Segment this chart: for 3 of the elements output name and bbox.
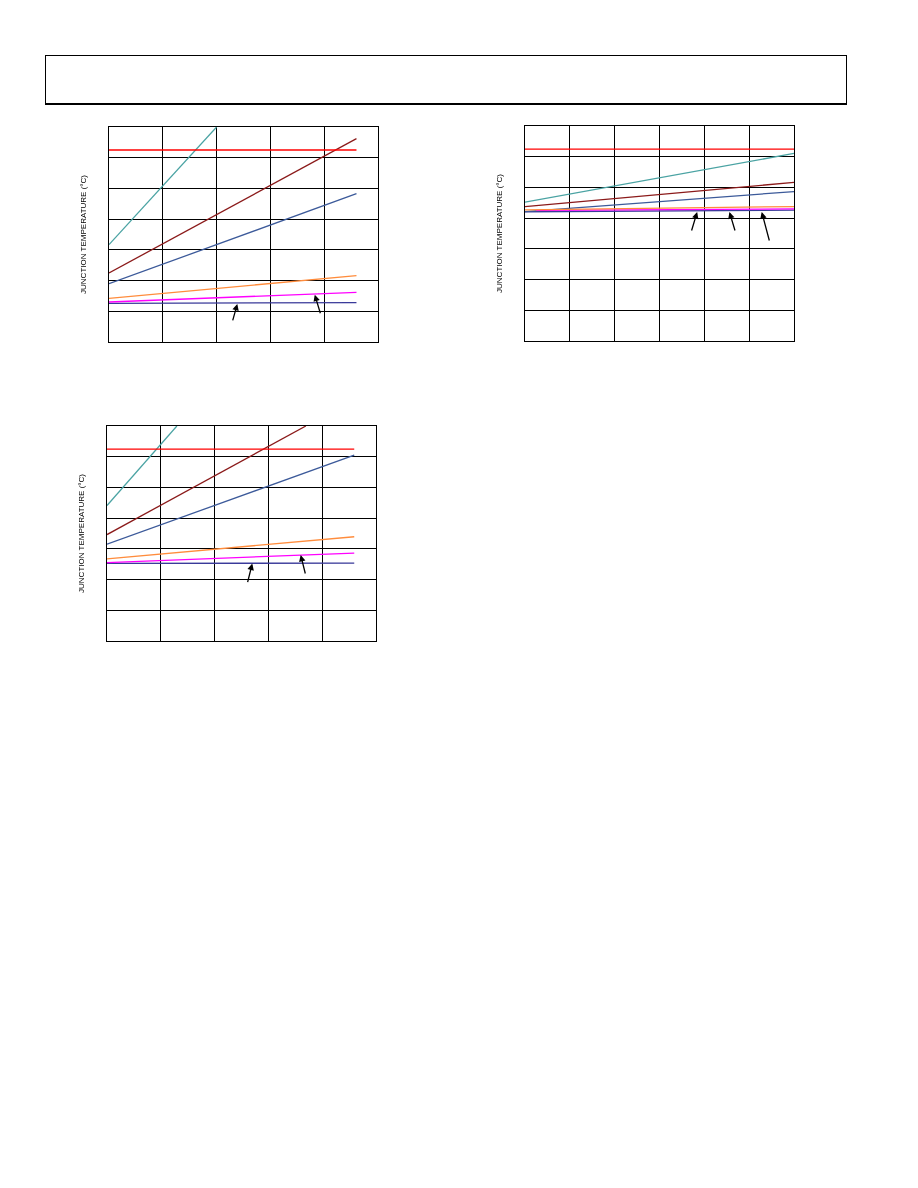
y-axis-title: JUNCTION TEMPERATURE (°C) (494, 173, 504, 293)
y-axis-title: JUNCTION TEMPERATURE (°C) (76, 473, 86, 593)
y-axis-title: JUNCTION TEMPERATURE (°C) (78, 174, 88, 294)
